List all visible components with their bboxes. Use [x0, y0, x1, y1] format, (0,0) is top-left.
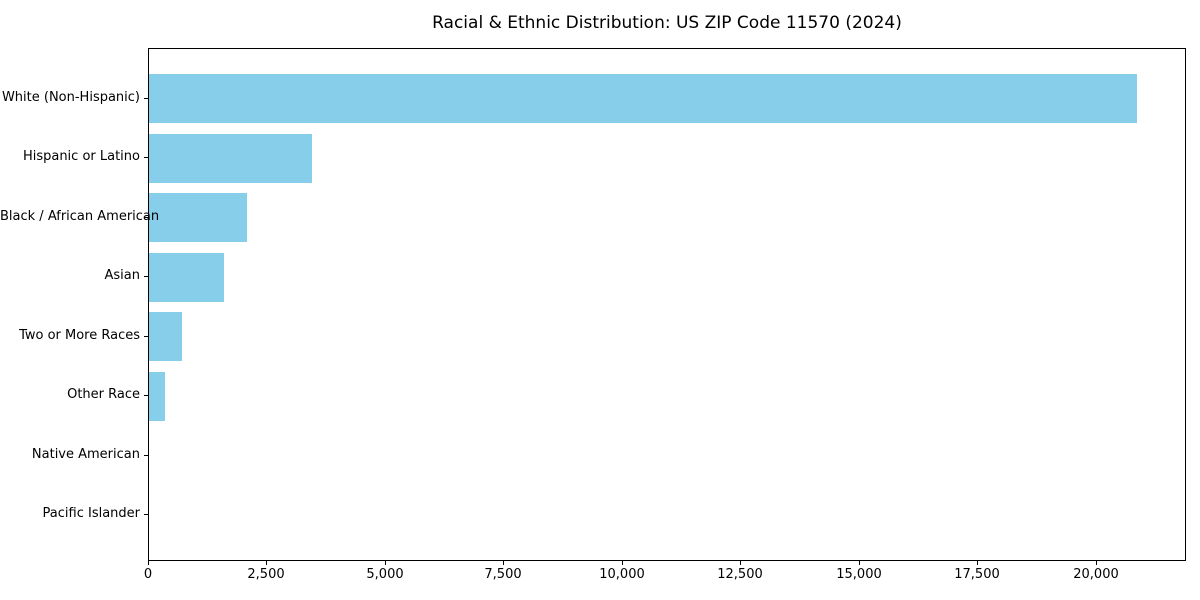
x-tick-label: 0 [143, 567, 153, 582]
x-tick-mark [740, 561, 741, 565]
bar [149, 312, 182, 361]
y-tick-label: Black / African American [0, 208, 160, 224]
x-tick-label: 20,000 [1073, 567, 1119, 582]
y-tick-label: Other Race [67, 387, 140, 402]
x-tick-mark [977, 561, 978, 565]
y-tick-label: Pacific Islander [42, 506, 140, 521]
y-tick-mark [144, 216, 148, 218]
bar [149, 193, 247, 242]
x-tick-mark [1096, 561, 1097, 565]
y-tick-mark [144, 514, 148, 515]
x-tick-mark [503, 561, 504, 565]
y-tick-label: Asian [104, 268, 140, 283]
x-tick-label: 10,000 [599, 567, 645, 582]
x-tick-label: 12,500 [717, 567, 763, 582]
y-tick-label: Native American [31, 446, 140, 462]
x-tick-mark [266, 561, 267, 565]
bar [149, 74, 1137, 123]
chart-title: Racial & Ethnic Distribution: US ZIP Cod… [432, 13, 902, 33]
y-tick-mark [144, 276, 148, 277]
x-tick-mark [859, 561, 860, 565]
x-tick-label: 17,500 [954, 567, 1000, 582]
bar [149, 133, 312, 183]
y-tick-label: White (Non-Hispanic) [1, 89, 140, 105]
x-tick-label: 15,000 [836, 567, 882, 582]
x-tick-label: 7,500 [484, 567, 522, 582]
bar [149, 252, 224, 302]
x-tick-mark [622, 561, 623, 565]
y-tick-mark [144, 97, 148, 99]
plot-area [148, 48, 1186, 561]
y-tick-mark [144, 335, 148, 337]
y-tick-label: Two or More Races [19, 327, 140, 343]
y-tick-mark [144, 395, 148, 396]
y-tick-mark [144, 157, 148, 158]
x-tick-mark [385, 561, 386, 565]
x-tick-label: 2,500 [247, 567, 285, 582]
x-tick-label: 5,000 [366, 567, 404, 582]
y-tick-label: Hispanic or Latino [22, 149, 140, 164]
x-tick-mark [148, 561, 149, 565]
y-tick-mark [144, 454, 148, 456]
bar [149, 371, 165, 421]
